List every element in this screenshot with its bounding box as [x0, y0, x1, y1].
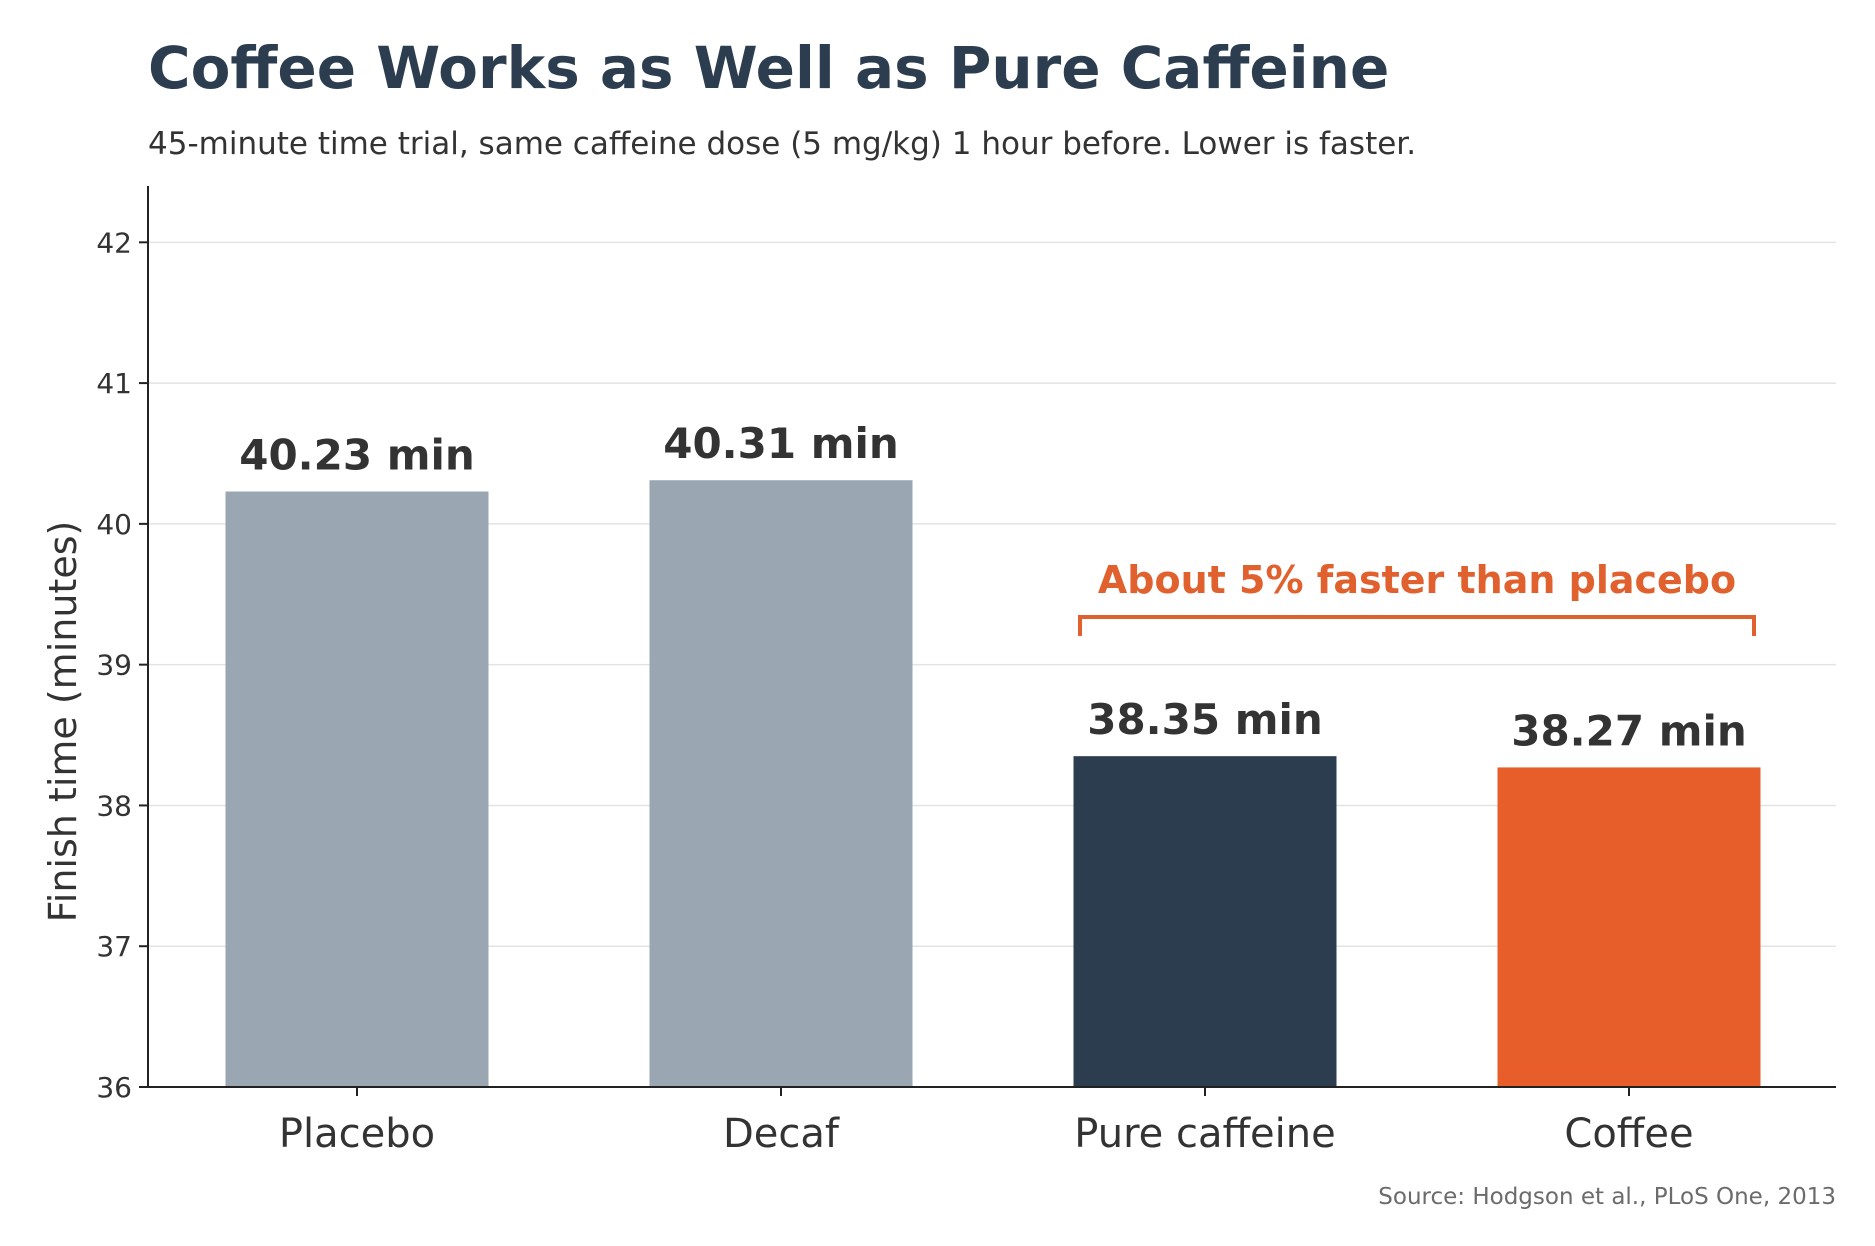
- y-tick-label: 39: [96, 649, 132, 682]
- bar-value-label: 40.23 min: [239, 430, 475, 479]
- y-tick-label: 38: [96, 789, 132, 822]
- annotation-bracket: [1078, 615, 1756, 636]
- y-tick-label: 36: [96, 1071, 132, 1104]
- y-tick-label: 40: [96, 508, 132, 541]
- x-tick-label: Decaf: [723, 1111, 840, 1157]
- x-tick-label: Placebo: [279, 1111, 435, 1157]
- annotation-label: About 5% faster than placebo: [1098, 558, 1736, 602]
- chart-title: Coffee Works as Well as Pure Caffeine: [148, 34, 1389, 102]
- bar-decaf: [649, 480, 913, 1088]
- bar-coffee: [1497, 767, 1761, 1087]
- y-axis-ticks: 36 37 38 39 40 41 42: [96, 226, 148, 1104]
- value-labels: 40.23 min 40.31 min 38.35 min 38.27 min: [239, 419, 1747, 755]
- chart-subtitle: 45-minute time trial, same caffeine dose…: [148, 126, 1416, 162]
- bars: [225, 480, 1761, 1088]
- annotation: About 5% faster than placebo: [1078, 558, 1756, 636]
- bar-placebo: [225, 491, 489, 1087]
- bar-value-label: 40.31 min: [663, 419, 899, 468]
- source-note: Source: Hodgson et al., PLoS One, 2013: [1378, 1184, 1836, 1210]
- x-axis-ticks: Placebo Decaf Pure caffeine Coffee: [279, 1087, 1694, 1157]
- x-tick-label: Coffee: [1564, 1111, 1693, 1157]
- bar-value-label: 38.27 min: [1511, 706, 1747, 755]
- y-tick-label: 42: [96, 226, 132, 259]
- y-tick-label: 37: [96, 930, 132, 963]
- y-tick-label: 41: [96, 367, 132, 400]
- bar-pure-caffeine: [1073, 756, 1337, 1087]
- bar-value-label: 38.35 min: [1087, 695, 1323, 744]
- x-tick-label: Pure caffeine: [1074, 1111, 1335, 1157]
- y-axis-label: Finish time (minutes): [41, 521, 85, 923]
